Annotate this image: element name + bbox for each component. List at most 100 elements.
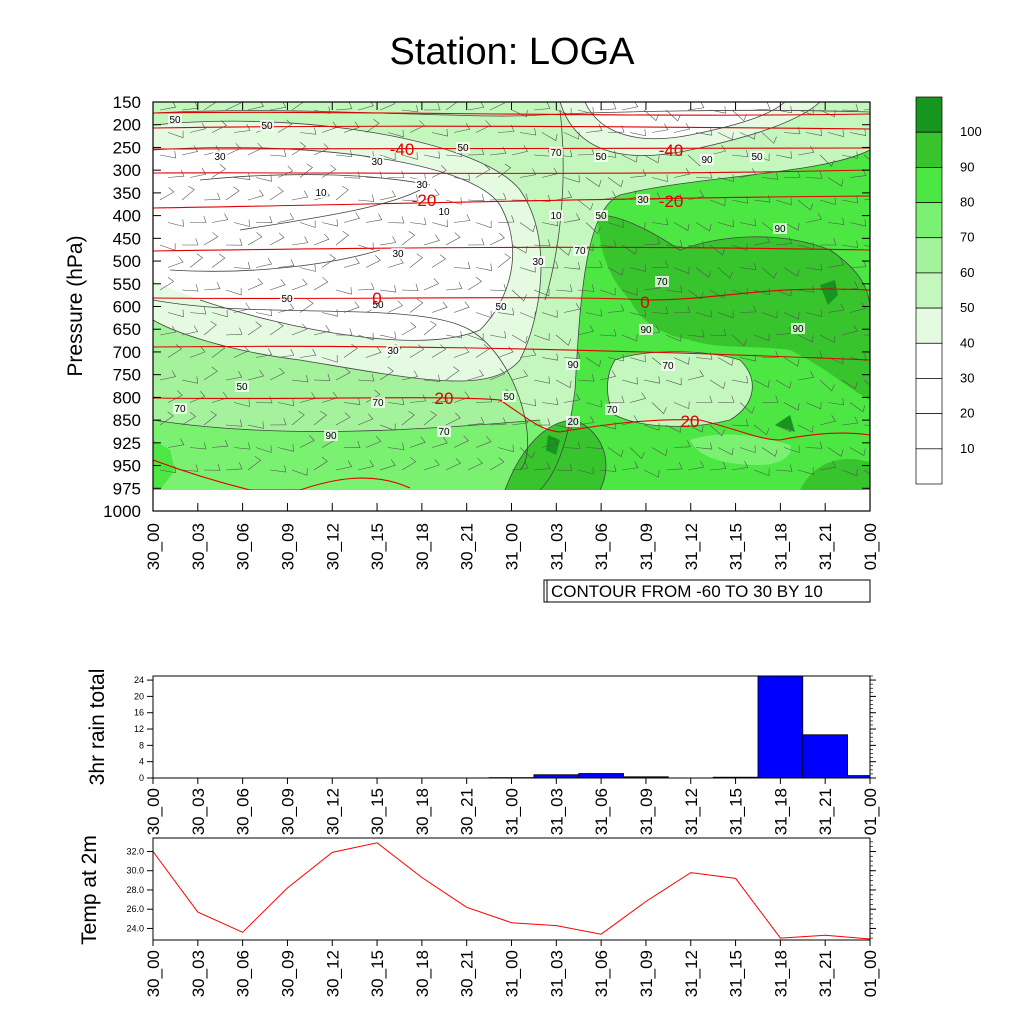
figure-title: Station: LOGA — [389, 31, 635, 73]
wind-barb — [431, 301, 448, 313]
wind-barb — [717, 395, 735, 403]
rain-xtick-label: 31_18 — [771, 788, 790, 835]
wind-barb — [211, 164, 227, 178]
wind-barb — [541, 261, 559, 269]
wind-barb — [841, 416, 859, 426]
temp-xtick-label: 30_21 — [458, 950, 477, 997]
humidity-label-bg — [594, 151, 608, 162]
wind-barb — [269, 321, 284, 336]
wind-barb — [805, 171, 823, 179]
wind-barb — [585, 222, 601, 235]
wind-barb — [775, 197, 792, 206]
wind-barb — [585, 177, 602, 188]
rain-bar — [757, 675, 804, 779]
wind-barb — [695, 171, 713, 179]
wind-barb — [225, 462, 243, 471]
wind-barb — [519, 398, 537, 407]
wind-barb — [497, 124, 515, 133]
wind-barb — [827, 398, 845, 406]
wind-barb — [233, 399, 250, 407]
wind-barb — [211, 213, 229, 223]
wind-barb — [335, 367, 351, 381]
temp-ytick-label: 24.0 — [126, 923, 144, 933]
wind-barb — [629, 264, 646, 272]
wind-barb — [379, 423, 396, 431]
wind-barb — [762, 350, 779, 358]
wind-barb — [775, 379, 792, 389]
wind-barb — [189, 253, 204, 268]
wind-barb — [709, 424, 725, 437]
wind-barb — [489, 192, 507, 201]
humidity-label-bg — [324, 430, 338, 441]
wind-barb — [233, 124, 251, 133]
wind-barb — [731, 243, 748, 251]
rain-xtick-label: 31_12 — [682, 788, 701, 835]
wind-barb — [841, 103, 859, 111]
wind-barb — [269, 465, 287, 473]
wind-barb — [313, 233, 330, 246]
wind-barb — [599, 329, 617, 337]
wind-barb — [291, 141, 307, 156]
wind-barb — [189, 168, 207, 178]
wind-barb — [269, 367, 285, 381]
temp-xtick-label: 31_09 — [637, 950, 656, 997]
wind-barb — [431, 254, 447, 268]
wind-barb — [651, 174, 668, 182]
wind-barb — [475, 436, 492, 448]
wind-barb — [651, 402, 667, 415]
wind-barb — [167, 219, 184, 227]
wind-barb — [519, 265, 536, 273]
wind-barb — [519, 447, 535, 459]
wind-barb — [277, 348, 295, 358]
humidity-label-bg — [280, 293, 294, 304]
wind-barb — [621, 102, 639, 111]
humidity-label-bg — [391, 248, 405, 259]
humidity-label-bg — [314, 187, 328, 198]
wind-barb — [849, 447, 866, 456]
rain-ylabel: 3hr rain total — [86, 669, 109, 786]
wind-barb — [379, 236, 397, 246]
wind-barb — [841, 151, 858, 159]
time-tick-label: 30_00 — [144, 523, 163, 570]
humidity-label-bg — [494, 301, 508, 312]
wind-barb — [511, 416, 529, 426]
wind-barb — [541, 218, 559, 227]
wind-barb — [717, 174, 734, 182]
temp-xtick-label: 30_03 — [189, 950, 208, 997]
wind-barb — [401, 456, 417, 471]
wind-barb — [189, 307, 207, 315]
wind-barb — [247, 189, 264, 201]
wind-barb — [519, 348, 537, 358]
wind-barb — [291, 102, 304, 111]
pressure-tick-label: 800 — [113, 388, 141, 407]
wind-barb — [753, 102, 771, 111]
wind-barb — [695, 352, 713, 360]
wind-barb — [709, 461, 727, 471]
time-tick-label: 31_12 — [682, 523, 701, 570]
wind-barb — [277, 212, 295, 223]
wind-barb — [673, 266, 690, 275]
wind-barb — [401, 152, 418, 160]
wind-barb — [577, 106, 594, 115]
wind-barb — [453, 435, 470, 448]
humidity-contour-label: 50 — [503, 392, 515, 403]
wind-barb — [555, 334, 572, 346]
wind-barb — [577, 325, 594, 336]
wind-barb — [299, 264, 316, 272]
wind-barb — [819, 379, 835, 392]
wind-barb — [739, 354, 756, 362]
wind-barb — [203, 282, 221, 291]
wind-barb — [643, 109, 659, 122]
humidity-label-bg — [213, 151, 227, 162]
wind-barb — [431, 344, 447, 358]
wind-barb — [563, 393, 581, 403]
humidity-contour-label: 50 — [372, 300, 384, 311]
wind-barb — [739, 445, 756, 454]
wind-barb — [291, 375, 309, 383]
pressure-tick-label: 350 — [113, 184, 141, 203]
wind-barb — [841, 195, 859, 204]
wind-barb — [819, 334, 836, 343]
wind-barb — [511, 334, 528, 344]
colorbar-label: 60 — [960, 265, 974, 280]
wind-barb — [343, 121, 360, 133]
